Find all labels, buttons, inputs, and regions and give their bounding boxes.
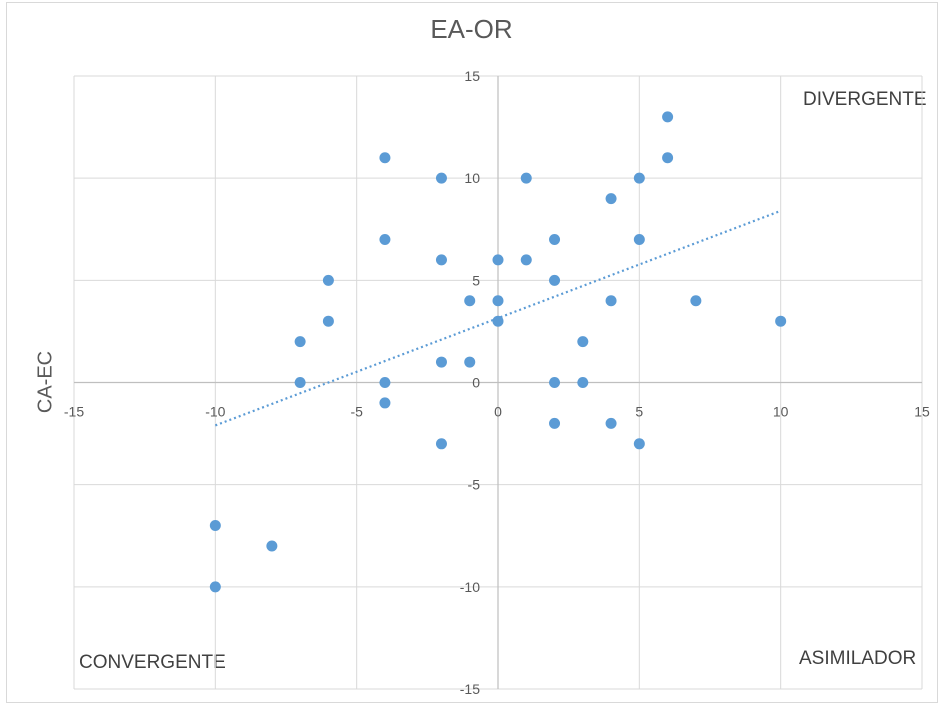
data-point bbox=[605, 295, 617, 307]
x-tick-label: 10 bbox=[773, 404, 789, 420]
data-point bbox=[549, 274, 561, 286]
data-point bbox=[464, 295, 476, 307]
chart-title: EA-OR bbox=[430, 14, 513, 44]
data-point bbox=[379, 233, 391, 245]
data-point bbox=[379, 377, 391, 388]
data-point bbox=[492, 254, 504, 266]
x-tick-label: 15 bbox=[914, 404, 930, 420]
data-point bbox=[520, 172, 532, 184]
data-point bbox=[379, 152, 391, 164]
data-point bbox=[435, 438, 447, 450]
data-point bbox=[435, 172, 447, 184]
data-point bbox=[775, 315, 787, 327]
y-tick-label: 0 bbox=[472, 375, 480, 391]
data-point bbox=[294, 336, 306, 348]
data-point bbox=[633, 438, 645, 450]
x-tick-label: -10 bbox=[205, 404, 225, 420]
x-tick-label: -5 bbox=[350, 404, 363, 420]
y-tick-label: -5 bbox=[468, 477, 481, 493]
y-tick-label: 10 bbox=[464, 170, 480, 186]
data-point bbox=[266, 540, 278, 552]
data-point bbox=[633, 233, 645, 245]
data-point bbox=[662, 152, 674, 164]
data-point bbox=[492, 315, 504, 327]
data-point bbox=[322, 274, 334, 286]
data-point bbox=[435, 254, 447, 266]
data-point bbox=[605, 417, 617, 429]
data-point bbox=[294, 377, 306, 388]
data-point bbox=[690, 295, 702, 307]
data-point bbox=[549, 417, 561, 429]
data-point bbox=[520, 254, 532, 266]
data-points bbox=[209, 111, 787, 593]
quadrant-label-asimilador: ASIMILADOR bbox=[799, 648, 917, 669]
data-point bbox=[209, 520, 221, 532]
y-tick-label: -15 bbox=[460, 681, 480, 697]
data-point bbox=[577, 377, 589, 388]
data-point bbox=[549, 233, 561, 245]
quadrant-label-divergente: DIVERGENTE bbox=[803, 89, 927, 110]
quadrant-label-convergente: CONVERGENTE bbox=[79, 652, 226, 673]
chart-frame bbox=[6, 2, 938, 703]
tick-labels: -15 -10 -5 0 5 10 15 -15 -10 -5 0 5 10 15 bbox=[64, 68, 930, 697]
data-point bbox=[633, 172, 645, 184]
x-tick-label: 5 bbox=[635, 404, 643, 420]
data-point bbox=[605, 193, 617, 205]
data-point bbox=[209, 581, 221, 593]
data-point bbox=[549, 377, 561, 388]
data-point bbox=[464, 356, 476, 368]
trendline bbox=[214, 209, 782, 427]
y-tick-label: 15 bbox=[464, 68, 480, 84]
data-point bbox=[435, 356, 447, 368]
data-point bbox=[322, 315, 334, 327]
data-point bbox=[662, 111, 674, 123]
x-tick-label: 0 bbox=[494, 404, 502, 420]
data-point bbox=[379, 397, 391, 409]
y-tick-label: 5 bbox=[472, 272, 480, 288]
y-tick-label: -10 bbox=[460, 579, 480, 595]
data-point bbox=[492, 295, 504, 307]
x-tick-label: -15 bbox=[64, 404, 84, 420]
trendline-group bbox=[214, 209, 782, 427]
data-point bbox=[577, 336, 589, 348]
axes bbox=[74, 76, 922, 689]
